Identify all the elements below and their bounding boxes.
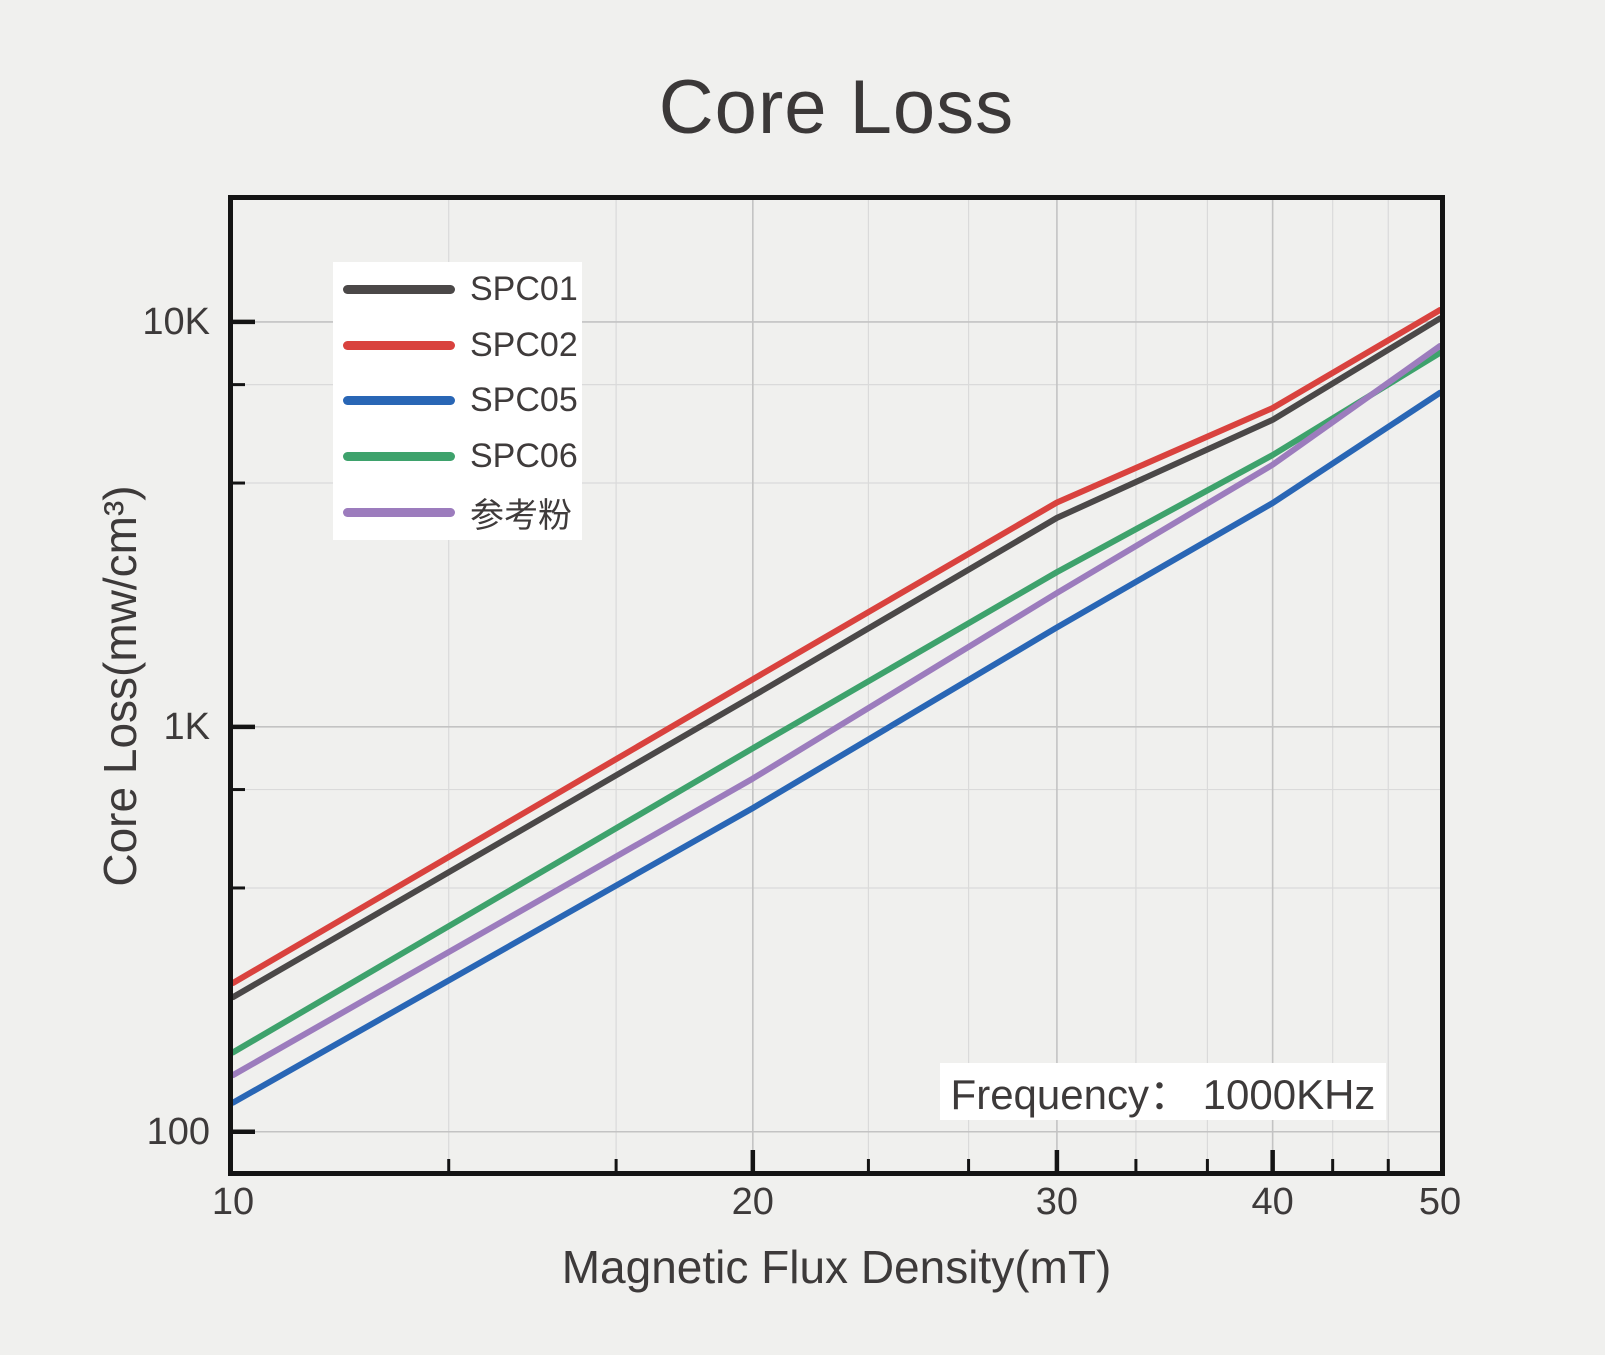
legend-item-spc05: SPC05 <box>333 373 582 429</box>
x-tick-label: 10 <box>211 1181 255 1223</box>
series-line-spc01 <box>233 315 1440 1001</box>
x-tick-label: 20 <box>731 1181 774 1223</box>
y-tick-label: 100 <box>146 1110 210 1153</box>
x-tick-label: 50 <box>1418 1181 1462 1223</box>
legend: SPC01 SPC02 SPC05 SPC06 参考粉 <box>333 262 582 540</box>
legend-label-spc02: SPC02 <box>470 325 578 364</box>
y-tick-label: 1K <box>163 705 210 748</box>
legend-line-spc05 <box>343 396 455 406</box>
frequency-annotation: Frequency： 1000KHz <box>940 1063 1386 1120</box>
frequency-annotation-text: Frequency： 1000KHz <box>950 1071 1376 1118</box>
legend-label-reference-powder: 参考粉 <box>470 496 572 535</box>
x-tick-label: 40 <box>1251 1181 1294 1223</box>
legend-line-spc06 <box>343 452 455 462</box>
series-line-spc05 <box>233 389 1440 1106</box>
x-tick-label: 30 <box>1035 1181 1079 1223</box>
legend-item-reference-powder: 参考粉 <box>333 484 582 540</box>
legend-line-spc01 <box>343 285 455 295</box>
series-line-spc02 <box>233 307 1440 986</box>
legend-item-spc01: SPC01 <box>333 262 582 318</box>
chart-title: Core Loss <box>658 65 1015 150</box>
legend-line-spc02 <box>343 340 455 350</box>
legend-line-reference-powder <box>343 507 455 517</box>
legend-item-spc06: SPC06 <box>333 429 582 485</box>
series-line-reference-powder <box>233 343 1440 1079</box>
legend-item-spc02: SPC02 <box>333 318 582 374</box>
legend-label-spc05: SPC05 <box>470 381 578 420</box>
x-axis-title: Magnetic Flux Density(mT) <box>561 1241 1112 1293</box>
y-tick-label: 10K <box>142 300 210 343</box>
legend-label-spc06: SPC06 <box>470 437 578 476</box>
y-axis-title: Core Loss(mw/cm³) <box>94 485 146 887</box>
series-line-spc06 <box>233 349 1440 1056</box>
legend-label-spc01: SPC01 <box>470 270 578 309</box>
plot-area: SPC01 SPC02 SPC05 SPC06 参考粉 Frequency： 1… <box>228 195 1445 1176</box>
